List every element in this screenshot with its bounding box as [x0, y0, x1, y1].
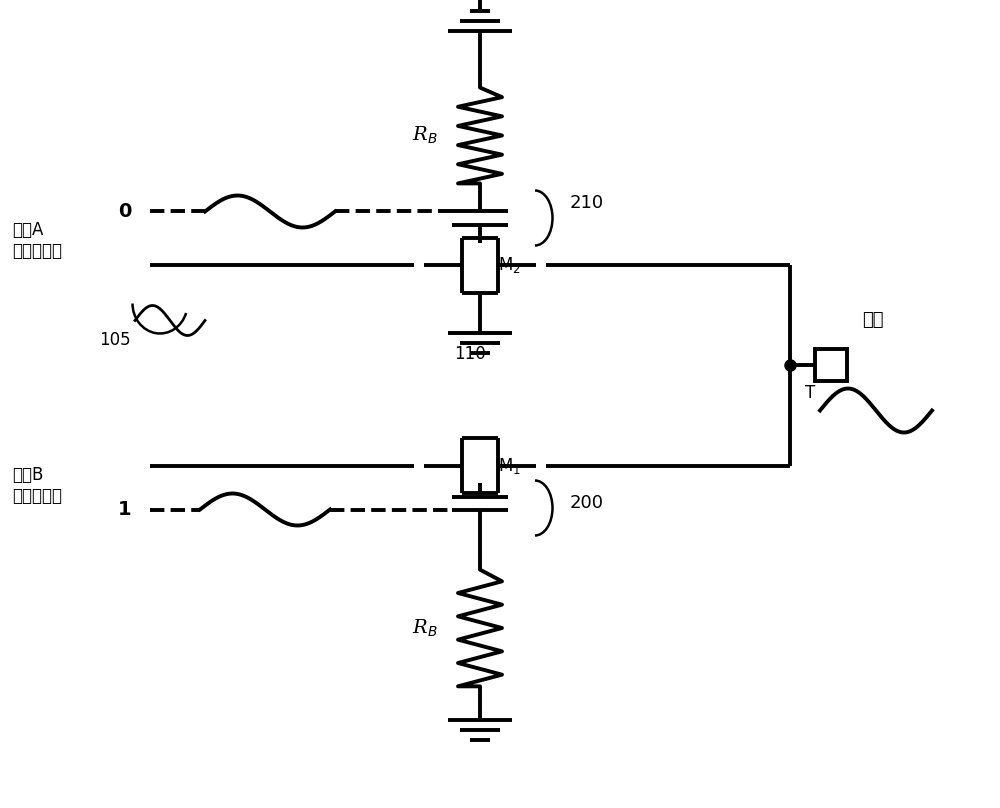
Text: 0: 0: [118, 202, 132, 221]
Text: 1: 1: [118, 500, 132, 519]
Bar: [815, 350, 847, 381]
Text: M$_2$: M$_2$: [498, 255, 521, 276]
Text: T: T: [805, 385, 815, 402]
Text: 200: 200: [570, 494, 604, 512]
Text: 105: 105: [99, 331, 131, 350]
Text: R$_B$: R$_B$: [412, 125, 438, 146]
Text: 输入B
（激活的）: 输入B （激活的）: [12, 466, 62, 505]
Text: M$_1$: M$_1$: [498, 456, 521, 475]
Text: R$_B$: R$_B$: [412, 617, 438, 638]
Text: 输入A
（关闭的）: 输入A （关闭的）: [12, 221, 62, 260]
Text: 输出: 输出: [862, 312, 884, 330]
Text: 210: 210: [570, 194, 604, 212]
Text: 110: 110: [454, 345, 486, 363]
